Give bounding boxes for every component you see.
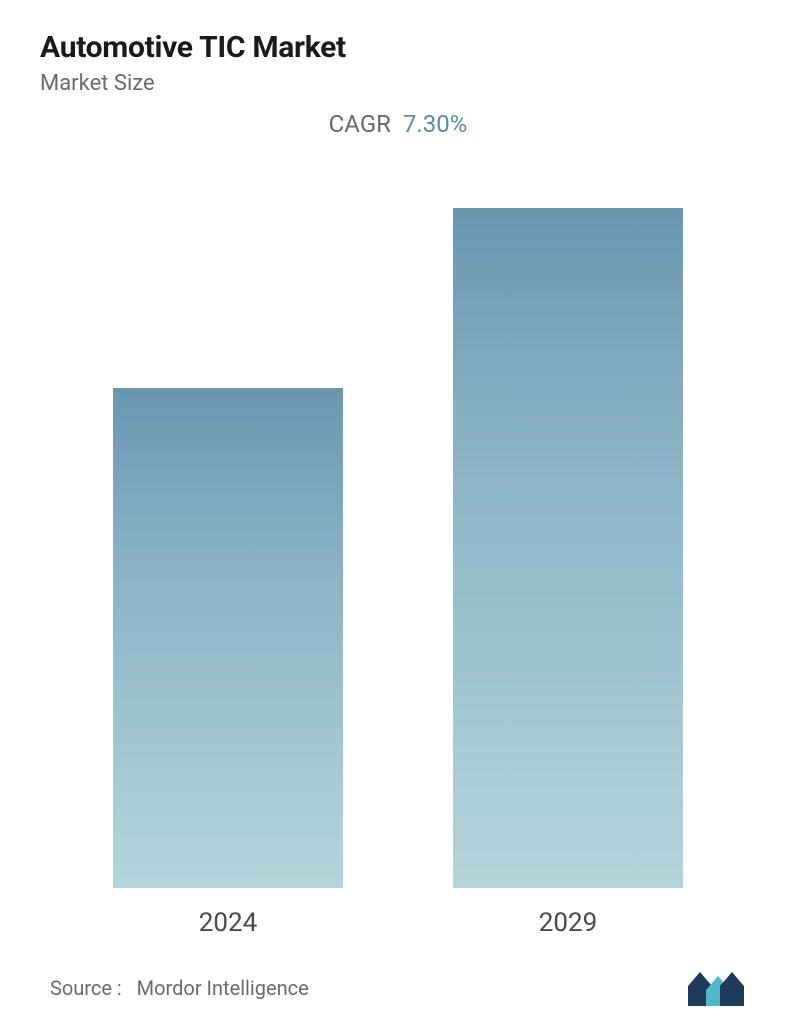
source-text: Source : Mordor Intelligence [50, 976, 309, 1000]
bar-1 [453, 208, 683, 888]
cagr-value: 7.30% [403, 110, 467, 138]
footer: Source : Mordor Intelligence [40, 958, 756, 1026]
bar-label-0: 2024 [199, 908, 257, 938]
bar-label-1: 2029 [539, 908, 597, 938]
bar-wrapper-0: 2024 [113, 388, 343, 938]
brand-logo [686, 968, 746, 1008]
cagr-row: CAGR 7.30% [40, 110, 756, 138]
source-name: Mordor Intelligence [137, 976, 309, 1000]
chart-container: Automotive TIC Market Market Size CAGR 7… [0, 0, 796, 1034]
source-prefix: Source : [50, 976, 122, 1000]
chart-title: Automotive TIC Market [40, 30, 756, 65]
cagr-label: CAGR [329, 110, 391, 138]
logo-icon [686, 968, 746, 1008]
chart-area: 2024 2029 [40, 148, 756, 938]
bar-wrapper-1: 2029 [453, 208, 683, 938]
bar-0 [113, 388, 343, 888]
chart-subtitle: Market Size [40, 71, 756, 96]
